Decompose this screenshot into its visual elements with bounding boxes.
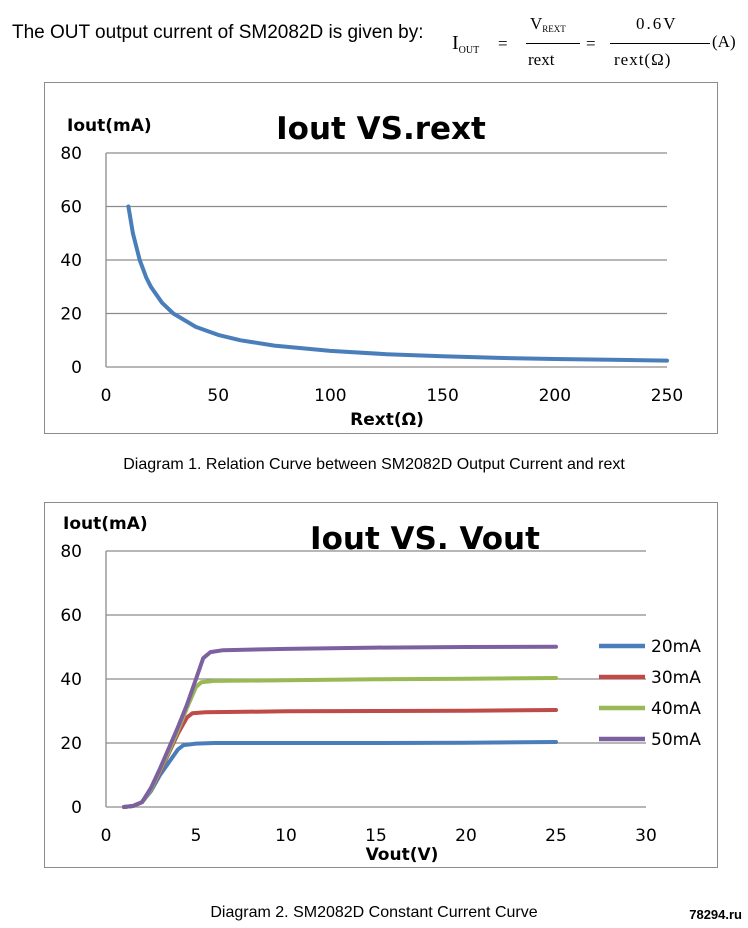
- chart1-ytick-label: 20: [60, 305, 82, 325]
- chart1-xtick-label: 200: [539, 386, 571, 406]
- formula-equals-1: =: [498, 34, 508, 53]
- chart2-legend-label-40mA: 40mA: [651, 699, 701, 719]
- chart2-xtick-label: 20: [455, 826, 477, 846]
- formula-unit: (A): [712, 32, 736, 51]
- chart1-svg: 0 20 40 60 80 0 50 100 150 200 250 Iout VS.rext Iout…: [60, 111, 683, 430]
- chart2-title: Iout VS. Vout: [310, 521, 540, 557]
- formula-frac1-numerator: VREXT: [530, 14, 566, 34]
- chart1-xtick-label: 250: [651, 386, 683, 406]
- chart2-ytick-label: 40: [60, 670, 82, 690]
- chart2-legend-label-30mA: 30mA: [651, 668, 701, 688]
- chart2-xtick-label: 0: [101, 826, 112, 846]
- chart2-series-line-50mA: [122, 644, 558, 809]
- chart1-xtick-label: 50: [207, 386, 229, 406]
- formula-frac2-bar: [610, 43, 710, 44]
- chart2-xtick-label: 15: [365, 826, 387, 846]
- chart1-ytick-label: 40: [60, 251, 82, 271]
- chart2-ytick-label: 80: [60, 542, 82, 562]
- chart2-legend-label-20mA: 20mA: [651, 637, 701, 657]
- chart2-xlabel: Vout(V): [366, 845, 439, 865]
- intro-text: The OUT output current of SM2082D is giv…: [12, 22, 424, 43]
- formula-equals-2: =: [586, 34, 596, 53]
- formula-frac2-denominator: rext(Ω): [614, 50, 672, 69]
- formula-frac1-bar: [526, 43, 580, 44]
- diagram1-caption: Diagram 1. Relation Curve between SM2082…: [123, 456, 625, 473]
- chart1-panel: 0 20 40 60 80 0 50 100 150 200 250 Iout VS.rext Iout…: [44, 82, 718, 434]
- formula-lhs: IOUT: [452, 32, 480, 56]
- chart1-ytick-label: 60: [60, 198, 82, 218]
- chart2-ytick-label: 0: [71, 798, 82, 818]
- current-formula: IOUT = VREXT rext = 0.6V rext(Ω) (A): [452, 10, 748, 76]
- diagram2-caption: Diagram 2. SM2082D Constant Current Curv…: [210, 904, 538, 921]
- watermark-text: 78294.ru: [689, 907, 742, 922]
- chart2-xtick-label: 5: [191, 826, 202, 846]
- chart2-xtick-label: 25: [545, 826, 567, 846]
- chart2-svg: 0 20 40 60 80 0 5 10 15 20 25 30 Iout VS. Vout Iout(m…: [60, 514, 701, 865]
- chart2-series-line-20mA: [122, 740, 558, 809]
- chart1-ytick-label: 0: [71, 358, 82, 378]
- chart1-ylabel: Iout(mA): [67, 116, 152, 136]
- formula-frac1-denominator: rext: [528, 50, 555, 69]
- chart2-xtick-label: 30: [635, 826, 657, 846]
- chart1-xlabel: Rext(Ω): [350, 410, 424, 430]
- chart2-ytick-label: 60: [60, 606, 82, 626]
- chart1-title: Iout VS.rext: [276, 111, 486, 147]
- formula-frac2-numerator: 0.6V: [636, 14, 678, 33]
- chart2-ylabel: Iout(mA): [63, 514, 148, 534]
- chart2-panel: 0 20 40 60 80 0 5 10 15 20 25 30 Iout VS. Vout Iout(m…: [44, 502, 718, 868]
- chart1-xtick-label: 100: [314, 386, 346, 406]
- chart1-ytick-label: 80: [60, 144, 82, 164]
- chart2-series-line-30mA: [122, 708, 558, 809]
- chart1-xtick-label: 0: [101, 386, 112, 406]
- chart1-series-line-0: [126, 204, 669, 363]
- chart2-xtick-label: 10: [275, 826, 297, 846]
- chart2-ytick-label: 20: [60, 734, 82, 754]
- chart1-xtick-label: 150: [426, 386, 458, 406]
- chart2-legend-label-50mA: 50mA: [651, 730, 701, 750]
